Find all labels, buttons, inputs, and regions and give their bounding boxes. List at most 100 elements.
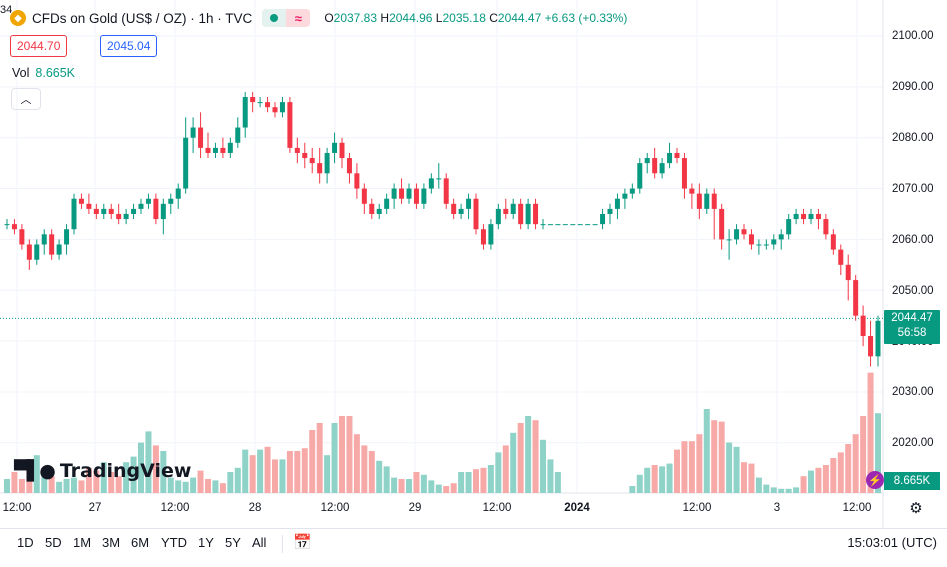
candle-body [726,239,732,241]
price-axis-tick: 2100.00 [892,30,934,42]
volume-bar [227,472,234,493]
sell-button[interactable]: 2044.70 [10,35,68,57]
volume-bar [398,479,405,493]
range-button-1y[interactable]: 1Y [198,535,214,550]
candle-body [540,224,546,226]
volume-bar [4,479,10,493]
volume-bar [167,477,174,493]
volume-bar [487,465,494,493]
candle-body [131,208,137,214]
candle-body [436,178,442,180]
price-axis-tick: 2070.00 [892,183,934,195]
volume-bar [309,430,316,493]
candle-body [458,208,464,214]
volume-bar [867,372,874,493]
candle-body [279,102,285,113]
volume-bar [830,458,837,493]
calendar-icon[interactable]: 📅 [293,534,312,551]
candle-body [11,224,17,230]
collapse-legend-button[interactable]: ︿ [11,88,41,110]
candle-body [547,224,553,226]
price-axis-tick: 2050.00 [892,285,934,297]
candle-body [138,203,144,209]
candle-body [629,188,635,194]
volume-bar [316,423,323,493]
range-button-5y[interactable]: 5Y [225,535,241,550]
toolbar-divider [282,535,283,553]
volume-bar [41,467,48,493]
time-axis-tick: 12:00 [842,502,872,514]
candle-body [756,244,762,246]
volume-bar [272,459,278,493]
candle-body [361,188,367,204]
range-button-1d[interactable]: 1D [17,535,34,550]
candle-body [384,198,390,209]
volume-bar [793,487,800,493]
candle-body [644,158,650,164]
candle-body [339,142,345,159]
candle-body [332,142,338,153]
volume-legend: Vol 8.665K [12,66,76,80]
volume-bar [748,463,755,493]
volume-bar [63,479,70,493]
symbol-legend: ◆ CFDs on Gold (US$ / OZ) · 1h · TVC ≈ O… [10,8,627,28]
range-button-3m[interactable]: 3M [102,535,121,550]
candle-body [607,208,613,214]
volume-bar [152,445,159,493]
range-button-ytd[interactable]: YTD [161,535,187,550]
buy-button[interactable]: 2045.04 [100,35,158,57]
candle-body [719,208,725,240]
range-button-6m[interactable]: 6M [131,535,150,550]
candle-body [175,188,181,199]
volume-bar [696,434,703,493]
range-button-5d[interactable]: 5D [45,535,62,550]
time-axis-tick: 29 [408,502,422,514]
candle-body [704,193,710,209]
candle-body [317,163,323,174]
candle-body [674,152,680,159]
volume-bar [852,434,859,493]
time-axis-tick: 28 [248,502,262,514]
volume-bar [130,456,137,493]
volume-bar [331,423,338,493]
utc-clock[interactable]: 15:03:01 (UTC) [847,535,937,550]
volume-bar [458,472,465,493]
volume-bar [808,470,814,493]
volume-bar [659,466,666,493]
candle-body [763,244,769,246]
candle-body [160,203,166,220]
symbol-title[interactable]: CFDs on Gold (US$ / OZ) · 1h · TVC [32,10,253,26]
volume-bar [733,446,740,493]
spread-label: 34 [0,4,13,16]
candle-body [570,224,576,226]
volume-bar [547,459,554,493]
volume-bar [219,483,226,493]
range-button-1m[interactable]: 1M [73,535,92,550]
volume-bar [324,455,331,493]
candle-body [376,208,382,214]
volume-bar [242,449,249,493]
volume-bar [510,432,517,493]
tradingview-logo[interactable]: ▀▌● TradingView [14,460,192,482]
candle-body [26,244,32,260]
volume-bar [100,462,107,493]
volume-bar [674,449,680,493]
volume-bar [875,413,881,493]
candle-body [49,234,55,255]
candle-body [451,203,457,214]
candle-body [41,234,47,245]
range-button-all[interactable]: All [252,535,267,550]
volume-bar [78,480,85,493]
volume-bar [554,472,561,493]
price-chart[interactable] [0,0,947,528]
wave-icon[interactable]: ≈ [286,9,311,27]
lightning-icon[interactable]: ⚡ [866,471,884,489]
chevron-up-icon: ︿ [20,94,32,106]
volume-bar [108,472,115,493]
bottom-toolbar [0,528,947,559]
gear-icon[interactable]: ⚙ [909,500,923,517]
volume-bar [711,420,718,493]
candle-body [830,234,836,250]
volume-bar [138,442,144,493]
market-open-dot-icon[interactable] [262,9,287,27]
